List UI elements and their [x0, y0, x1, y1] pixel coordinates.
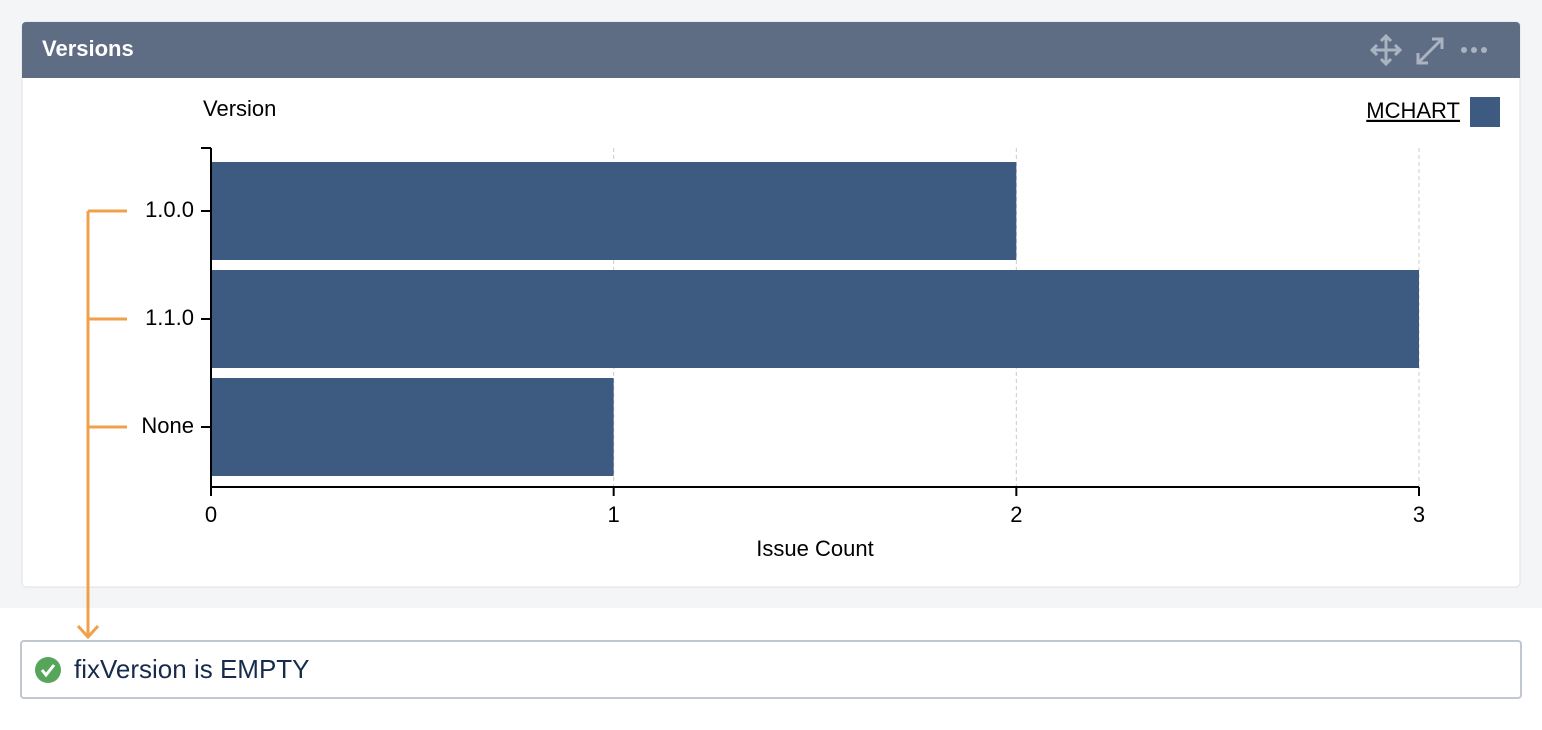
- query-box[interactable]: [20, 640, 1522, 699]
- check-mark: [40, 664, 56, 678]
- bar: [211, 270, 1419, 368]
- move-icon[interactable]: [1369, 33, 1403, 67]
- query-text: fixVersion is EMPTY: [74, 654, 310, 684]
- expand-icon[interactable]: [1416, 37, 1444, 65]
- chart: Version Issue Count 0 1 2 3 MCHART 1.0.0 1.1.0 No…: [141, 96, 1500, 561]
- y-tick-label: 1.0.0: [145, 197, 194, 222]
- check-icon: [35, 657, 61, 683]
- panel-header: [22, 22, 1520, 78]
- more-icon[interactable]: [1461, 47, 1487, 53]
- y-axis-title: Version: [203, 96, 276, 121]
- x-tick-label: 1: [608, 502, 620, 527]
- legend-swatch: [1470, 97, 1500, 127]
- x-tick-label: 2: [1010, 502, 1022, 527]
- x-tick-label: 3: [1413, 502, 1425, 527]
- y-tick-label: None: [141, 413, 194, 438]
- bar: [211, 378, 614, 476]
- bar: [211, 162, 1017, 260]
- y-tick-label: 1.1.0: [145, 305, 194, 330]
- panel-title: Versions: [42, 36, 134, 61]
- x-tick-label: 0: [205, 502, 217, 527]
- x-axis-title: Issue Count: [756, 536, 873, 561]
- annotation-bracket: [76, 209, 127, 640]
- legend-label[interactable]: MCHART: [1366, 98, 1460, 123]
